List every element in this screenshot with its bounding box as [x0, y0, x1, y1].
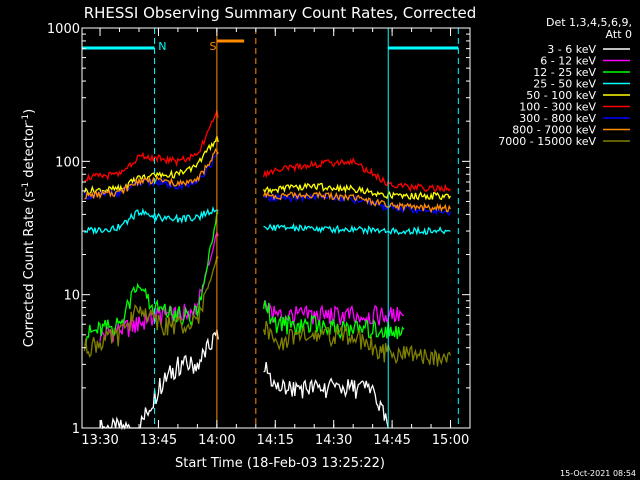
legend-label-9: 7000 - 15000 keV [498, 135, 596, 148]
annotation-1: N [158, 40, 166, 53]
y-tick-label-1: 1 [72, 422, 80, 437]
series-line-5-seg-2 [263, 182, 452, 201]
legend-label-2: 6 - 12 keV [540, 55, 596, 68]
x-tick-label-6: 14:45 [373, 433, 410, 448]
series-line-2-seg-1 [99, 230, 219, 342]
legend-header-line-2: Att 0 [606, 28, 632, 41]
legend-label-8: 800 - 7000 keV [512, 124, 596, 137]
x-tick-label-5: 14:30 [315, 433, 352, 448]
y-axis: 1 10 100 1000 [47, 22, 470, 437]
series-line-6-seg-2 [262, 157, 451, 193]
series-line-3-seg-1 [84, 211, 219, 346]
x-tick-label-2: 13:45 [140, 433, 177, 448]
series-line-1-seg-2 [263, 362, 389, 429]
series-line-4-seg-2 [263, 222, 451, 236]
series-line-4-seg-1 [84, 205, 219, 236]
y-tick-label-4: 1000 [47, 22, 80, 37]
series-line-3-seg-2 [262, 300, 405, 340]
x-tick-label-1: 13:30 [81, 433, 118, 448]
legend-label-7: 300 - 800 keV [519, 112, 596, 125]
series-line-5-seg-1 [83, 135, 219, 196]
series-line-9-seg-1 [83, 254, 219, 358]
y-tick-label-2: 10 [63, 289, 80, 304]
x-tick-label-4: 14:15 [257, 433, 294, 448]
legend-label-4: 25 - 50 keV [533, 78, 596, 91]
series-layer [83, 108, 452, 431]
series-line-8-seg-2 [262, 190, 452, 214]
y-axis-label: Corrected Count Rate (s-1 detector-1) [21, 109, 37, 347]
legend-label-6: 100 - 300 keV [519, 101, 596, 114]
x-tick-label-3: 14:00 [198, 433, 235, 448]
legend-label-3: 12 - 25 keV [533, 66, 596, 79]
plot-frame [81, 27, 471, 429]
series-line-9-seg-2 [262, 320, 452, 367]
x-axis: 13:30 13:45 14:00 14:15 14:30 14:45 15:00 [81, 28, 471, 448]
legend-label-5: 50 - 100 keV [526, 89, 596, 102]
legend-label-1: 3 - 6 keV [547, 43, 596, 56]
y-tick-label-3: 100 [55, 155, 80, 170]
annotation-2: S [209, 40, 216, 53]
chart-title: RHESSI Observing Summary Count Rates, Co… [84, 4, 477, 22]
x-tick-label-7: 15:00 [432, 433, 469, 448]
x-axis-label: Start Time (18-Feb-03 13:25:22) [175, 456, 385, 471]
series-line-8-seg-1 [84, 147, 219, 200]
series-line-6-seg-1 [84, 108, 219, 182]
footer-timestamp: 15-Oct-2021 08:54 [560, 469, 636, 478]
legend-header-line-1: Det 1,3,4,5,6,9, [546, 16, 632, 29]
